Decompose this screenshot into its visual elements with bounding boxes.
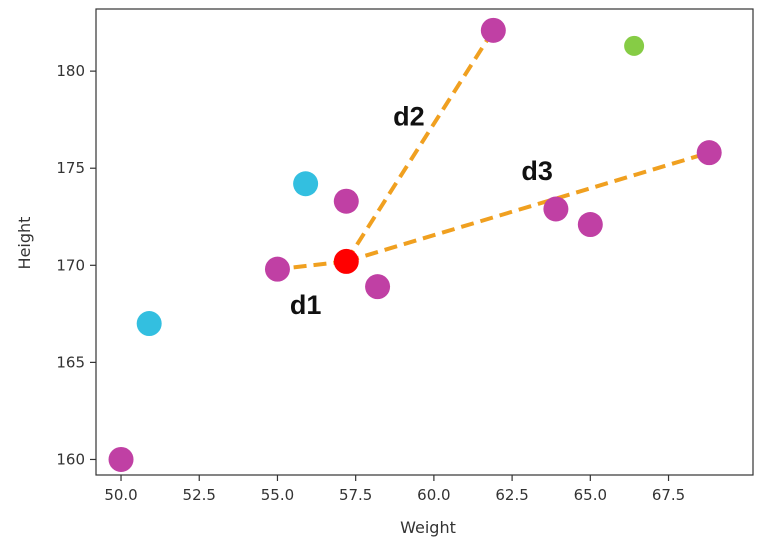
distance-line-d2 xyxy=(344,29,496,263)
x-tick-label: 57.5 xyxy=(339,486,372,504)
x-tick-label: 55.0 xyxy=(261,486,294,504)
distance-label-d3: d3 xyxy=(521,156,553,186)
x-tick-label: 60.0 xyxy=(417,486,450,504)
y-tick-label: 175 xyxy=(56,159,85,177)
y-axis: 160 165 170 175 180 xyxy=(56,62,96,468)
x-axis: 50.0 52.5 55.0 57.5 60.0 62.5 65.0 67.5 xyxy=(104,475,685,504)
distance-label-d1: d1 xyxy=(290,290,322,320)
distance-labels: d1 d2 d3 xyxy=(290,102,553,320)
y-axis-title: Height xyxy=(15,217,34,270)
scatter-point xyxy=(577,212,603,238)
scatter-point xyxy=(333,188,359,214)
scatter-point xyxy=(136,311,162,337)
x-axis-title: Weight xyxy=(400,518,456,537)
scatter-point xyxy=(696,140,722,166)
y-tick-label: 165 xyxy=(56,353,85,371)
scatter-point xyxy=(264,256,290,282)
x-tick-label: 62.5 xyxy=(495,486,528,504)
x-tick-label: 67.5 xyxy=(652,486,685,504)
y-tick-label: 160 xyxy=(56,450,85,468)
scatter-point xyxy=(293,171,319,197)
scatter-point xyxy=(365,274,391,300)
scatter-point xyxy=(543,196,569,222)
distance-line-d3 xyxy=(345,150,710,264)
x-tick-label: 50.0 xyxy=(104,486,137,504)
data-points xyxy=(108,17,722,472)
scatter-point xyxy=(108,446,134,472)
scatter-point xyxy=(624,35,645,56)
y-tick-label: 180 xyxy=(56,62,85,80)
x-tick-label: 65.0 xyxy=(574,486,607,504)
plot-area xyxy=(95,8,754,476)
scatter-point xyxy=(480,17,506,43)
x-tick-label: 52.5 xyxy=(183,486,216,504)
scatter-point xyxy=(333,248,359,274)
distance-label-d2: d2 xyxy=(393,102,425,132)
y-tick-label: 170 xyxy=(56,256,85,274)
